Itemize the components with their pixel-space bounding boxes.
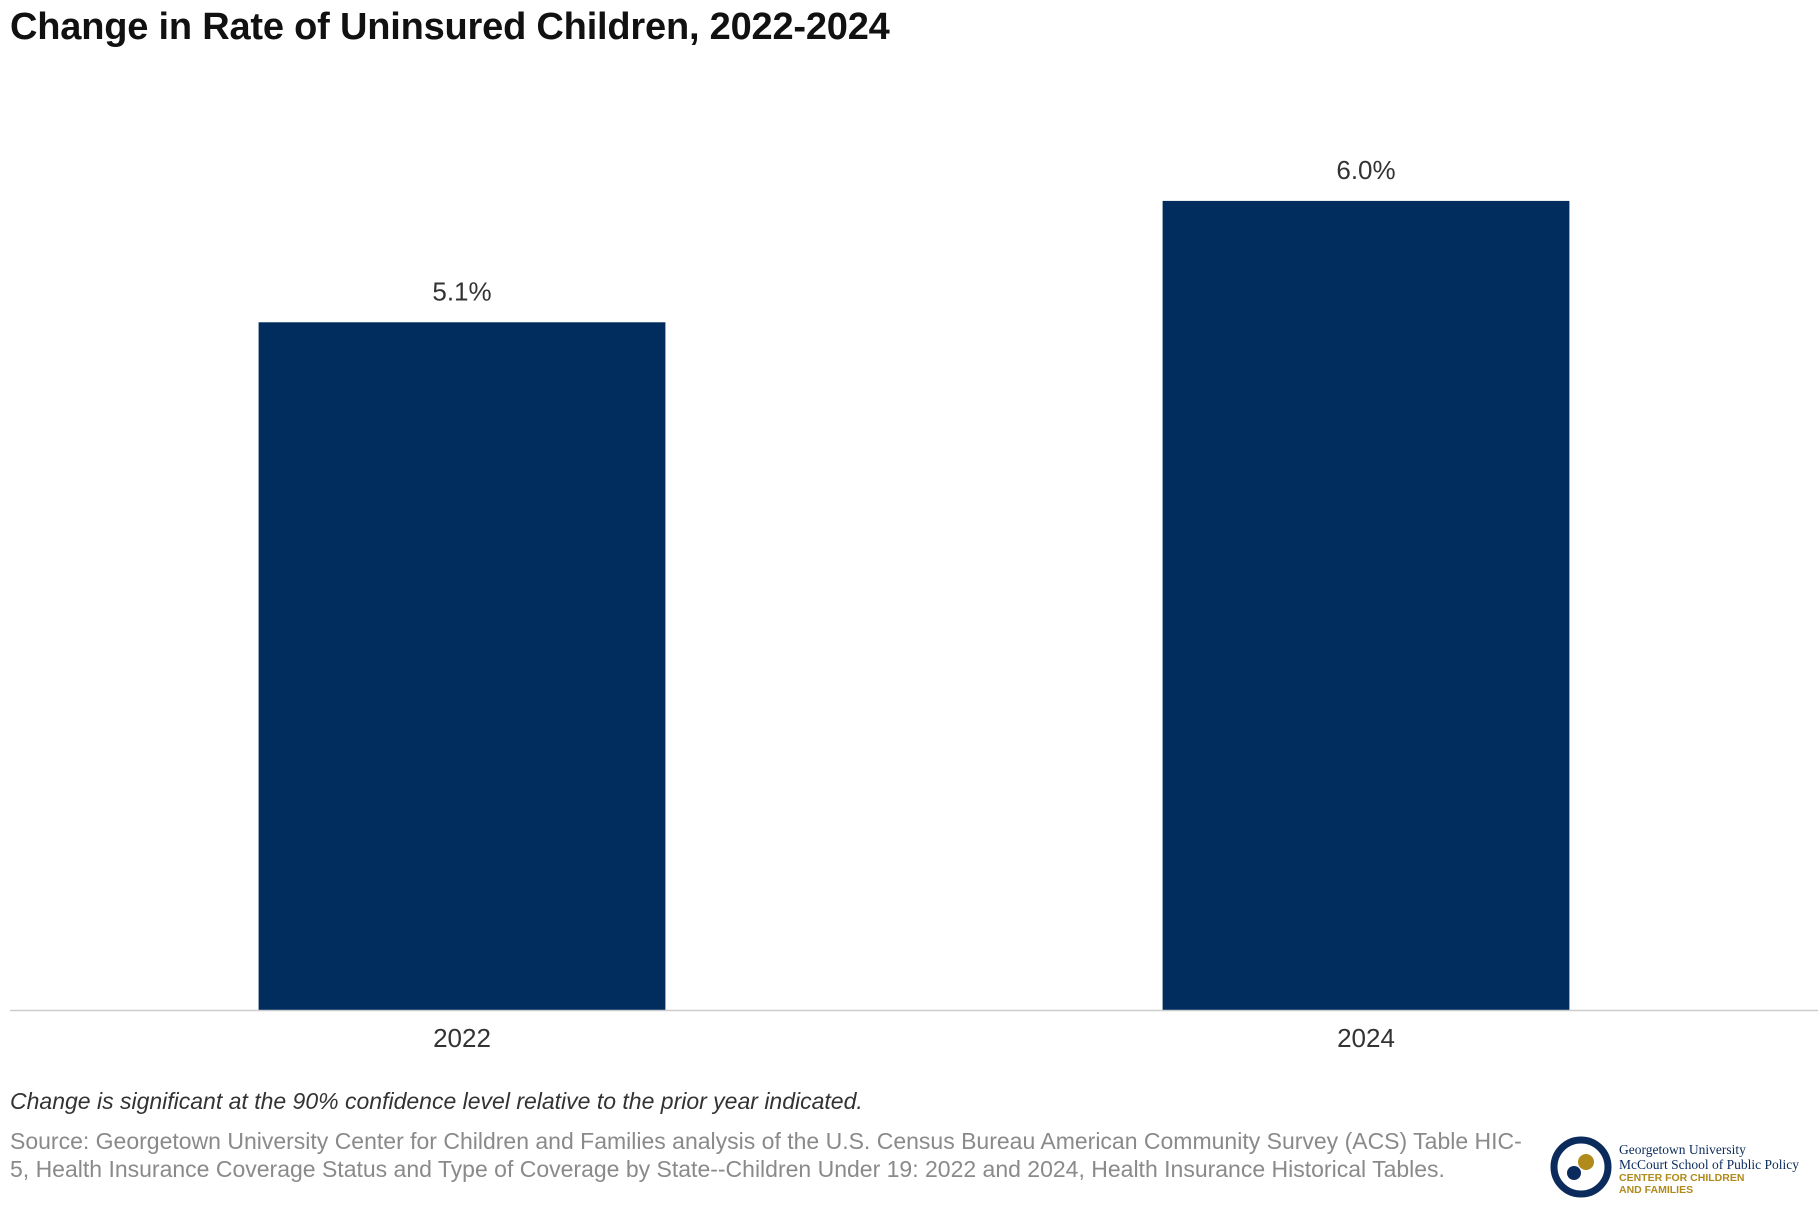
source-note: Source: Georgetown University Center for… [10,1128,1522,1182]
bar-chart: 5.1% 2022 6.0% 2024 [10,155,1818,1050]
data-label-2022: 5.1% [432,276,491,306]
logo-center: CENTER FOR CHILDREN [1619,1172,1745,1184]
x-tick-label-2024: 2024 [1337,1023,1395,1050]
bar-2024 [1162,200,1570,1011]
logo-school: McCourt School of Public Policy [1619,1157,1799,1172]
significance-note: Change is significant at the 90% confide… [10,1088,863,1114]
logo-university: Georgetown University [1619,1142,1746,1157]
x-tick-label-2022: 2022 [433,1023,491,1050]
data-label-2024: 6.0% [1336,155,1395,185]
logo-mark-icon [1550,1136,1612,1198]
chart-title: Change in Rate of Uninsured Children, 20… [10,6,890,48]
georgetown-logo: Georgetown University McCourt School of … [1545,1120,1815,1200]
logo-families: AND FAMILIES [1619,1184,1694,1196]
bar-2022 [258,322,666,1011]
